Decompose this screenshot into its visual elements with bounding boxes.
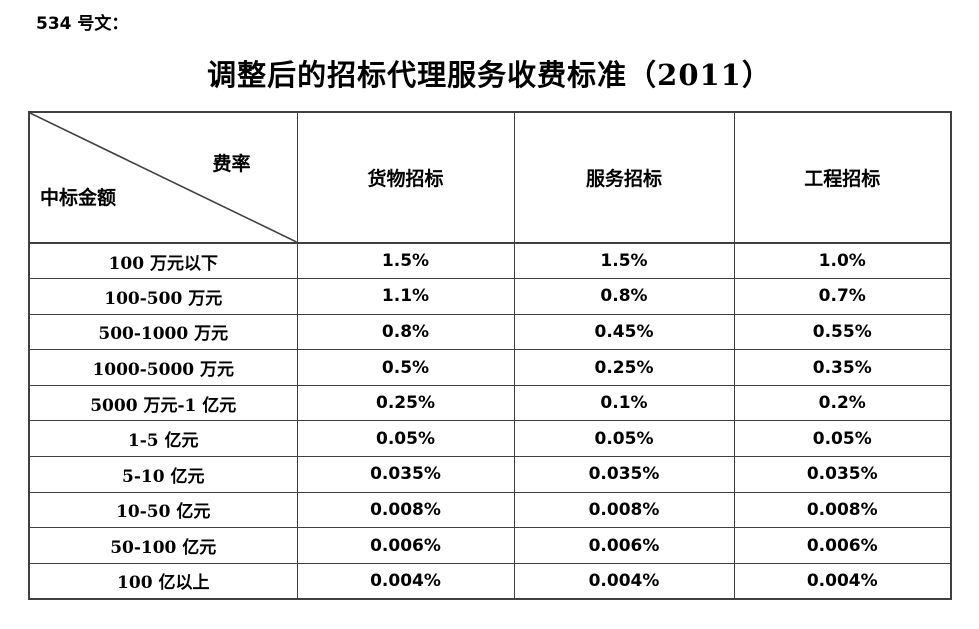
corner-label-bid-amount: 中标金额 [40,187,117,209]
rate-value-cell: 0.05% [296,420,515,458]
rate-value-cell: 1.0% [733,242,952,280]
rate-value-cell: 0.004% [733,562,952,600]
rate-value-cell: 0.25% [296,384,515,422]
rate-value-cell: 0.1% [513,384,735,422]
rate-value-cell: 0.008% [513,491,735,529]
rate-value-cell: 0.035% [296,456,515,493]
table-row: 1-5 亿元 0.05% 0.05% 0.05% [28,420,952,458]
header-row: 费率 中标金额 货物招标 服务招标 工程招标 [28,111,952,244]
table-body: 100 万元以下 1.5% 1.5% 1.0% 100-500 万元 1.1% 0.8% 0.… [28,242,952,600]
column-header-services: 服务招标 [513,111,735,244]
rate-value-cell: 0.004% [296,562,515,600]
rate-value-cell: 0.8% [513,278,735,315]
row-label-bid-amount: 1-5 亿元 [28,420,298,458]
column-header-engineering: 工程招标 [733,111,952,244]
rate-value-cell: 0.006% [733,527,952,564]
table-row: 100 亿以上 0.004% 0.004% 0.004% [28,562,952,600]
rate-value-cell: 1.1% [296,278,515,315]
row-label-bid-amount: 100 万元以下 [28,242,298,280]
doc-number-label: 534 号文： [36,14,129,34]
rate-value-cell: 0.45% [513,313,735,351]
table-row: 100-500 万元 1.1% 0.8% 0.7% [28,278,952,315]
rate-value-cell: 0.006% [513,527,735,564]
row-label-bid-amount: 5000 万元-1 亿元 [28,384,298,422]
rate-value-cell: 0.8% [296,313,515,351]
rate-value-cell: 0.035% [733,456,952,493]
diagonal-divider-line [30,113,296,241]
corner-label-rate: 费率 [212,153,251,175]
rate-value-cell: 0.55% [733,313,952,351]
row-label-bid-amount: 100-500 万元 [28,278,298,315]
row-label-bid-amount: 50-100 亿元 [28,527,298,564]
rate-value-cell: 0.35% [733,349,952,386]
row-label-bid-amount: 10-50 亿元 [28,491,298,529]
rate-value-cell: 0.004% [513,562,735,600]
rate-value-cell: 0.05% [513,420,735,458]
rate-value-cell: 1.5% [513,242,735,280]
table-row: 1000-5000 万元 0.5% 0.25% 0.35% [28,349,952,386]
table-header: 费率 中标金额 货物招标 服务招标 工程招标 [28,111,952,244]
table-row: 100 万元以下 1.5% 1.5% 1.0% [28,242,952,280]
diagonal-corner-cell: 费率 中标金额 [28,111,298,244]
rate-value-cell: 0.05% [733,420,952,458]
rate-value-cell: 0.006% [296,527,515,564]
rate-value-cell: 0.5% [296,349,515,386]
page-title: 调整后的招标代理服务收费标准（2011） [207,58,772,92]
rate-value-cell: 0.035% [513,456,735,493]
rate-value-cell: 0.2% [733,384,952,422]
rate-value-cell: 1.5% [296,242,515,280]
table-row: 500-1000 万元 0.8% 0.45% 0.55% [28,313,952,351]
column-header-goods: 货物招标 [296,111,515,244]
row-label-bid-amount: 1000-5000 万元 [28,349,298,386]
rate-value-cell: 0.7% [733,278,952,315]
row-label-bid-amount: 5-10 亿元 [28,456,298,493]
table-row: 50-100 亿元 0.006% 0.006% 0.006% [28,527,952,564]
table-row: 5-10 亿元 0.035% 0.035% 0.035% [28,456,952,493]
fee-rate-table: 费率 中标金额 货物招标 服务招标 工程招标 100 万元以下 1.5% 1.5% 1… [28,111,952,600]
row-label-bid-amount: 500-1000 万元 [28,313,298,351]
rate-value-cell: 0.008% [733,491,952,529]
table-row: 10-50 亿元 0.008% 0.008% 0.008% [28,491,952,529]
row-label-bid-amount: 100 亿以上 [28,562,298,600]
table-row: 5000 万元-1 亿元 0.25% 0.1% 0.2% [28,384,952,422]
rate-value-cell: 0.25% [513,349,735,386]
rate-value-cell: 0.008% [296,491,515,529]
